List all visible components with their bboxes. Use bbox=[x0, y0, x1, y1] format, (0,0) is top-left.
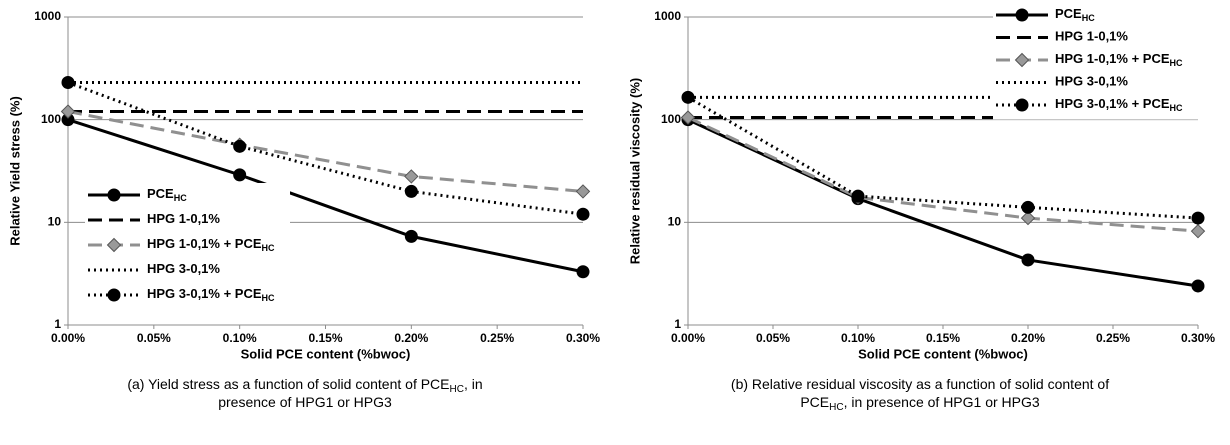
point bbox=[1191, 279, 1205, 293]
y-tick-label: 100 bbox=[661, 112, 681, 126]
legend-name: PCE bbox=[1055, 6, 1082, 21]
point bbox=[576, 265, 590, 279]
legend-subscript: HC bbox=[174, 193, 187, 203]
point bbox=[404, 169, 419, 184]
x-tick-label: 0.05% bbox=[137, 331, 171, 345]
legend-name: HPG 3-0,1% bbox=[147, 261, 220, 276]
y-tick-label: 10 bbox=[48, 215, 62, 229]
caption: (b) Relative residual viscosity as a fun… bbox=[731, 376, 1109, 392]
y-tick-label: 1 bbox=[54, 317, 61, 331]
x-tick-label: 0.10% bbox=[841, 331, 875, 345]
legend-subscript: HC bbox=[262, 243, 275, 253]
x-tick-label: 0.25% bbox=[1096, 331, 1130, 345]
legend-label: HPG 1-0,1% + PCEHC bbox=[1055, 51, 1183, 68]
legend-label: HPG 3-0,1% + PCEHC bbox=[1055, 96, 1183, 113]
x-tick-label: 0.20% bbox=[1011, 331, 1045, 345]
caption-subscript: HC bbox=[829, 402, 843, 413]
caption-text: (b) Relative residual viscosity as a fun… bbox=[731, 376, 1109, 392]
y-tick-label: 10 bbox=[668, 215, 682, 229]
y-tick-label: 1000 bbox=[654, 9, 681, 23]
series-line bbox=[67, 110, 584, 193]
caption-text: PCE bbox=[800, 394, 829, 410]
chart: 1 10 100 1000 0.00% 0.05% 0.10% 0.15% 0.20% 0.25%… bbox=[7, 9, 600, 410]
point bbox=[233, 168, 247, 182]
x-tick-label: 0.30% bbox=[566, 331, 600, 345]
series-line bbox=[687, 118, 1199, 288]
point bbox=[1021, 253, 1035, 267]
legend-name: PCE bbox=[147, 186, 174, 201]
legend-label: PCEHC bbox=[147, 186, 187, 203]
series-line bbox=[67, 118, 584, 274]
point bbox=[404, 184, 418, 198]
x-tick-label: 0.20% bbox=[394, 331, 428, 345]
caption: presence of HPG1 or HPG3 bbox=[218, 394, 392, 410]
legend-subscript: HC bbox=[1082, 13, 1095, 23]
x-tick-label: 0.00% bbox=[51, 331, 85, 345]
x-tick-label: 0.15% bbox=[308, 331, 342, 345]
point bbox=[1021, 200, 1035, 214]
caption: (a) Yield stress as a function of solid … bbox=[127, 376, 482, 395]
x-axis-label: Solid PCE content (%bwoc) bbox=[858, 346, 1028, 361]
point bbox=[576, 207, 590, 221]
caption-subscript: HC bbox=[450, 384, 464, 395]
legend-box bbox=[85, 183, 290, 312]
legend-subscript: HC bbox=[1170, 103, 1183, 113]
x-axis-label: Solid PCE content (%bwoc) bbox=[241, 346, 411, 361]
chart: 1 10 100 1000 0.00% 0.05% 0.10% 0.15% 0.20% 0.25%… bbox=[627, 3, 1215, 413]
caption: PCEHC, in presence of HPG1 or HPG3 bbox=[800, 394, 1040, 413]
caption-text: , in presence of HPG1 or HPG3 bbox=[844, 394, 1040, 410]
point bbox=[1190, 223, 1206, 239]
point bbox=[1020, 210, 1036, 226]
x-tick-label: 0.30% bbox=[1181, 331, 1215, 345]
legend-label: HPG 1-0,1% + PCEHC bbox=[147, 236, 275, 253]
legend-label: HPG 3-0,1% + PCEHC bbox=[147, 286, 275, 303]
legend-marker bbox=[1014, 52, 1030, 68]
legend-marker bbox=[107, 288, 121, 302]
legend-subscript: HC bbox=[262, 293, 275, 303]
point bbox=[1191, 211, 1205, 225]
y-axis-label: Relative Yield stress (%) bbox=[7, 96, 22, 246]
x-tick-label: 0.05% bbox=[756, 331, 790, 345]
point bbox=[404, 229, 418, 243]
legend-name: HPG 1-0,1% bbox=[1055, 29, 1128, 44]
y-tick-label: 1 bbox=[674, 317, 681, 331]
caption-text: , in bbox=[464, 376, 483, 392]
legend-label: HPG 3-0,1% bbox=[1055, 74, 1128, 89]
point bbox=[851, 189, 865, 203]
point bbox=[575, 184, 591, 199]
legend-label: HPG 1-0,1% bbox=[147, 211, 220, 226]
legend-marker bbox=[1015, 98, 1029, 112]
x-tick-label: 0.15% bbox=[926, 331, 960, 345]
point bbox=[61, 76, 75, 90]
legend-marker bbox=[107, 188, 121, 202]
point bbox=[681, 90, 695, 104]
legend-name: HPG 3-0,1% + PCE bbox=[1055, 96, 1170, 111]
series-line bbox=[67, 81, 584, 216]
legend-subscript: HC bbox=[1170, 58, 1183, 68]
x-tick-label: 0.10% bbox=[223, 331, 257, 345]
series-line bbox=[687, 116, 1199, 233]
caption-text: (a) Yield stress as a function of solid … bbox=[127, 376, 449, 392]
legend-name: HPG 1-0,1% + PCE bbox=[147, 236, 262, 251]
point bbox=[60, 104, 76, 119]
legend-marker bbox=[1015, 8, 1029, 22]
caption-text: presence of HPG1 or HPG3 bbox=[218, 394, 392, 410]
legend-label: PCEHC bbox=[1055, 6, 1095, 23]
y-tick-label: 100 bbox=[41, 112, 61, 126]
x-tick-label: 0.25% bbox=[480, 331, 514, 345]
legend-name: HPG 3-0,1% bbox=[1055, 74, 1128, 89]
y-axis-label: Relative residual viscosity (%) bbox=[627, 78, 642, 264]
legend-name: HPG 3-0,1% + PCE bbox=[147, 286, 262, 301]
y-tick-label: 1000 bbox=[34, 9, 61, 23]
legend-label: HPG 3-0,1% bbox=[147, 261, 220, 276]
x-tick-label: 0.00% bbox=[671, 331, 705, 345]
legend-name: HPG 1-0,1% bbox=[147, 211, 220, 226]
point bbox=[233, 139, 247, 153]
legend-marker bbox=[106, 237, 122, 253]
legend-name: HPG 1-0,1% + PCE bbox=[1055, 51, 1170, 66]
point bbox=[680, 110, 696, 125]
legend-label: HPG 1-0,1% bbox=[1055, 29, 1128, 44]
